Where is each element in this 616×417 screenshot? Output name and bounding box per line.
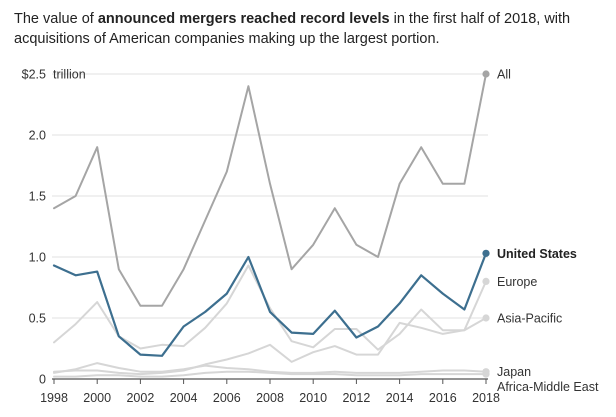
series-line-asia-pacific	[53, 317, 487, 376]
series-label-japan: Japan	[497, 365, 531, 379]
y-unit-label: trillion	[53, 68, 86, 82]
x-tick-label: 2012	[342, 391, 370, 405]
axis-layer: 0 0.5 1.0 1.5 2.0 $2.5 trillion 1998 2000 2002 200…	[22, 68, 500, 406]
series-line-all	[53, 73, 487, 307]
series-label-europe: Europe	[497, 275, 537, 289]
headline-text-bold: announced mergers reached record levels	[97, 11, 390, 27]
headline-text-end: in the first half of 2018, with acquisit…	[14, 11, 571, 47]
x-tick-label: 2004	[170, 391, 198, 405]
series-line-africa-middle-east	[53, 370, 487, 378]
series-layer	[52, 70, 490, 378]
series-end-dot-united-states	[482, 249, 490, 257]
x-tick-label: 2018	[472, 391, 500, 405]
x-tick-label: 2014	[386, 391, 414, 405]
series-line-europe	[53, 264, 487, 351]
series-line-japan	[53, 362, 487, 374]
y-tick-label: 0.5	[29, 312, 46, 326]
series-end-dot-japan	[482, 368, 490, 376]
series-label-africa-middle-east: Africa-Middle East	[497, 380, 599, 394]
label-layer: All United States Europe Asia-Pacific JapanA…	[497, 68, 599, 395]
x-tick-label: 2016	[429, 391, 457, 405]
y-tick-label: 1.5	[29, 190, 46, 204]
series-end-dot-asia-pacific	[482, 314, 490, 322]
y-tick-label: 2.0	[29, 129, 46, 143]
x-tick-label: 1998	[40, 391, 68, 405]
y-tick-label: 0	[39, 373, 46, 387]
x-tick-label: 2000	[83, 391, 111, 405]
x-tick-label: 2008	[256, 391, 284, 405]
series-label-asia-pacific: Asia-Pacific	[497, 312, 562, 326]
series-line-united-states	[52, 252, 488, 357]
y-tick-label: $2.5	[22, 68, 46, 82]
series-end-dot-europe	[482, 277, 490, 285]
y-tick-label: 1.0	[29, 251, 46, 265]
x-tick-label: 2002	[126, 391, 154, 405]
chart-headline: The value of announced mergers reached r…	[14, 9, 610, 49]
series-label-all: All	[497, 68, 511, 82]
series-end-dot-all	[482, 70, 490, 78]
grid-layer	[52, 73, 488, 380]
x-tick-label: 2010	[299, 391, 327, 405]
headline-text-start: The value of	[14, 11, 98, 27]
x-tick-label: 2006	[213, 391, 241, 405]
series-label-united-states: United States	[497, 247, 577, 261]
